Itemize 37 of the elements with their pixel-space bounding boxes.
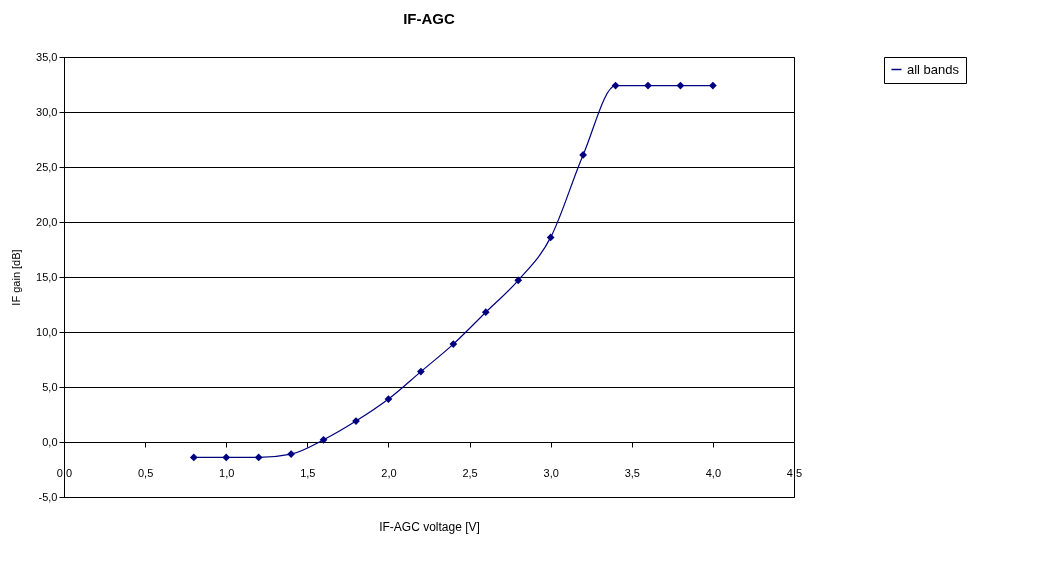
point	[676, 81, 685, 90]
x-tick-label: 3,0	[543, 466, 559, 479]
point	[709, 81, 717, 90]
point	[254, 453, 263, 462]
point	[449, 340, 458, 348]
y-tick-label: 30,0	[36, 105, 58, 118]
legend-label: all bands	[907, 61, 960, 77]
x-tick-label: 2,0	[381, 466, 397, 479]
y-tick-label: -5,0	[38, 490, 58, 503]
point	[579, 151, 587, 159]
point	[384, 395, 393, 403]
point	[319, 435, 328, 444]
x-tick-label: 1,5	[300, 466, 316, 479]
point	[481, 308, 490, 317]
point	[287, 450, 295, 458]
point	[189, 453, 198, 462]
point	[222, 453, 231, 462]
point	[417, 367, 425, 376]
x-tick-label: 3,5	[624, 466, 640, 479]
x-axis-title: IF-AGC voltage [V]	[379, 519, 480, 534]
point	[611, 81, 620, 90]
x-tick-label: 2,5	[462, 466, 478, 479]
y-tick-label: 0,0	[42, 435, 58, 448]
y-tick-label: 25,0	[36, 160, 58, 173]
point	[546, 233, 555, 242]
y-axis-title: IF gain [dB]	[10, 249, 23, 306]
point	[644, 81, 652, 90]
x-tick-label: 0,5	[137, 466, 154, 479]
y-tick-label: 20,0	[36, 215, 58, 228]
y-tick-label: 35,0	[36, 50, 58, 63]
x-tick-label: 1,0	[219, 466, 235, 479]
chart-title: IF-AGC	[403, 10, 455, 27]
y-tick-label: 15,0	[36, 270, 58, 283]
point	[514, 276, 523, 285]
y-tick-label: 5,0	[42, 380, 58, 393]
y-tick-label: 10,0	[36, 325, 58, 338]
x-tick-label: 4,0	[705, 466, 722, 479]
